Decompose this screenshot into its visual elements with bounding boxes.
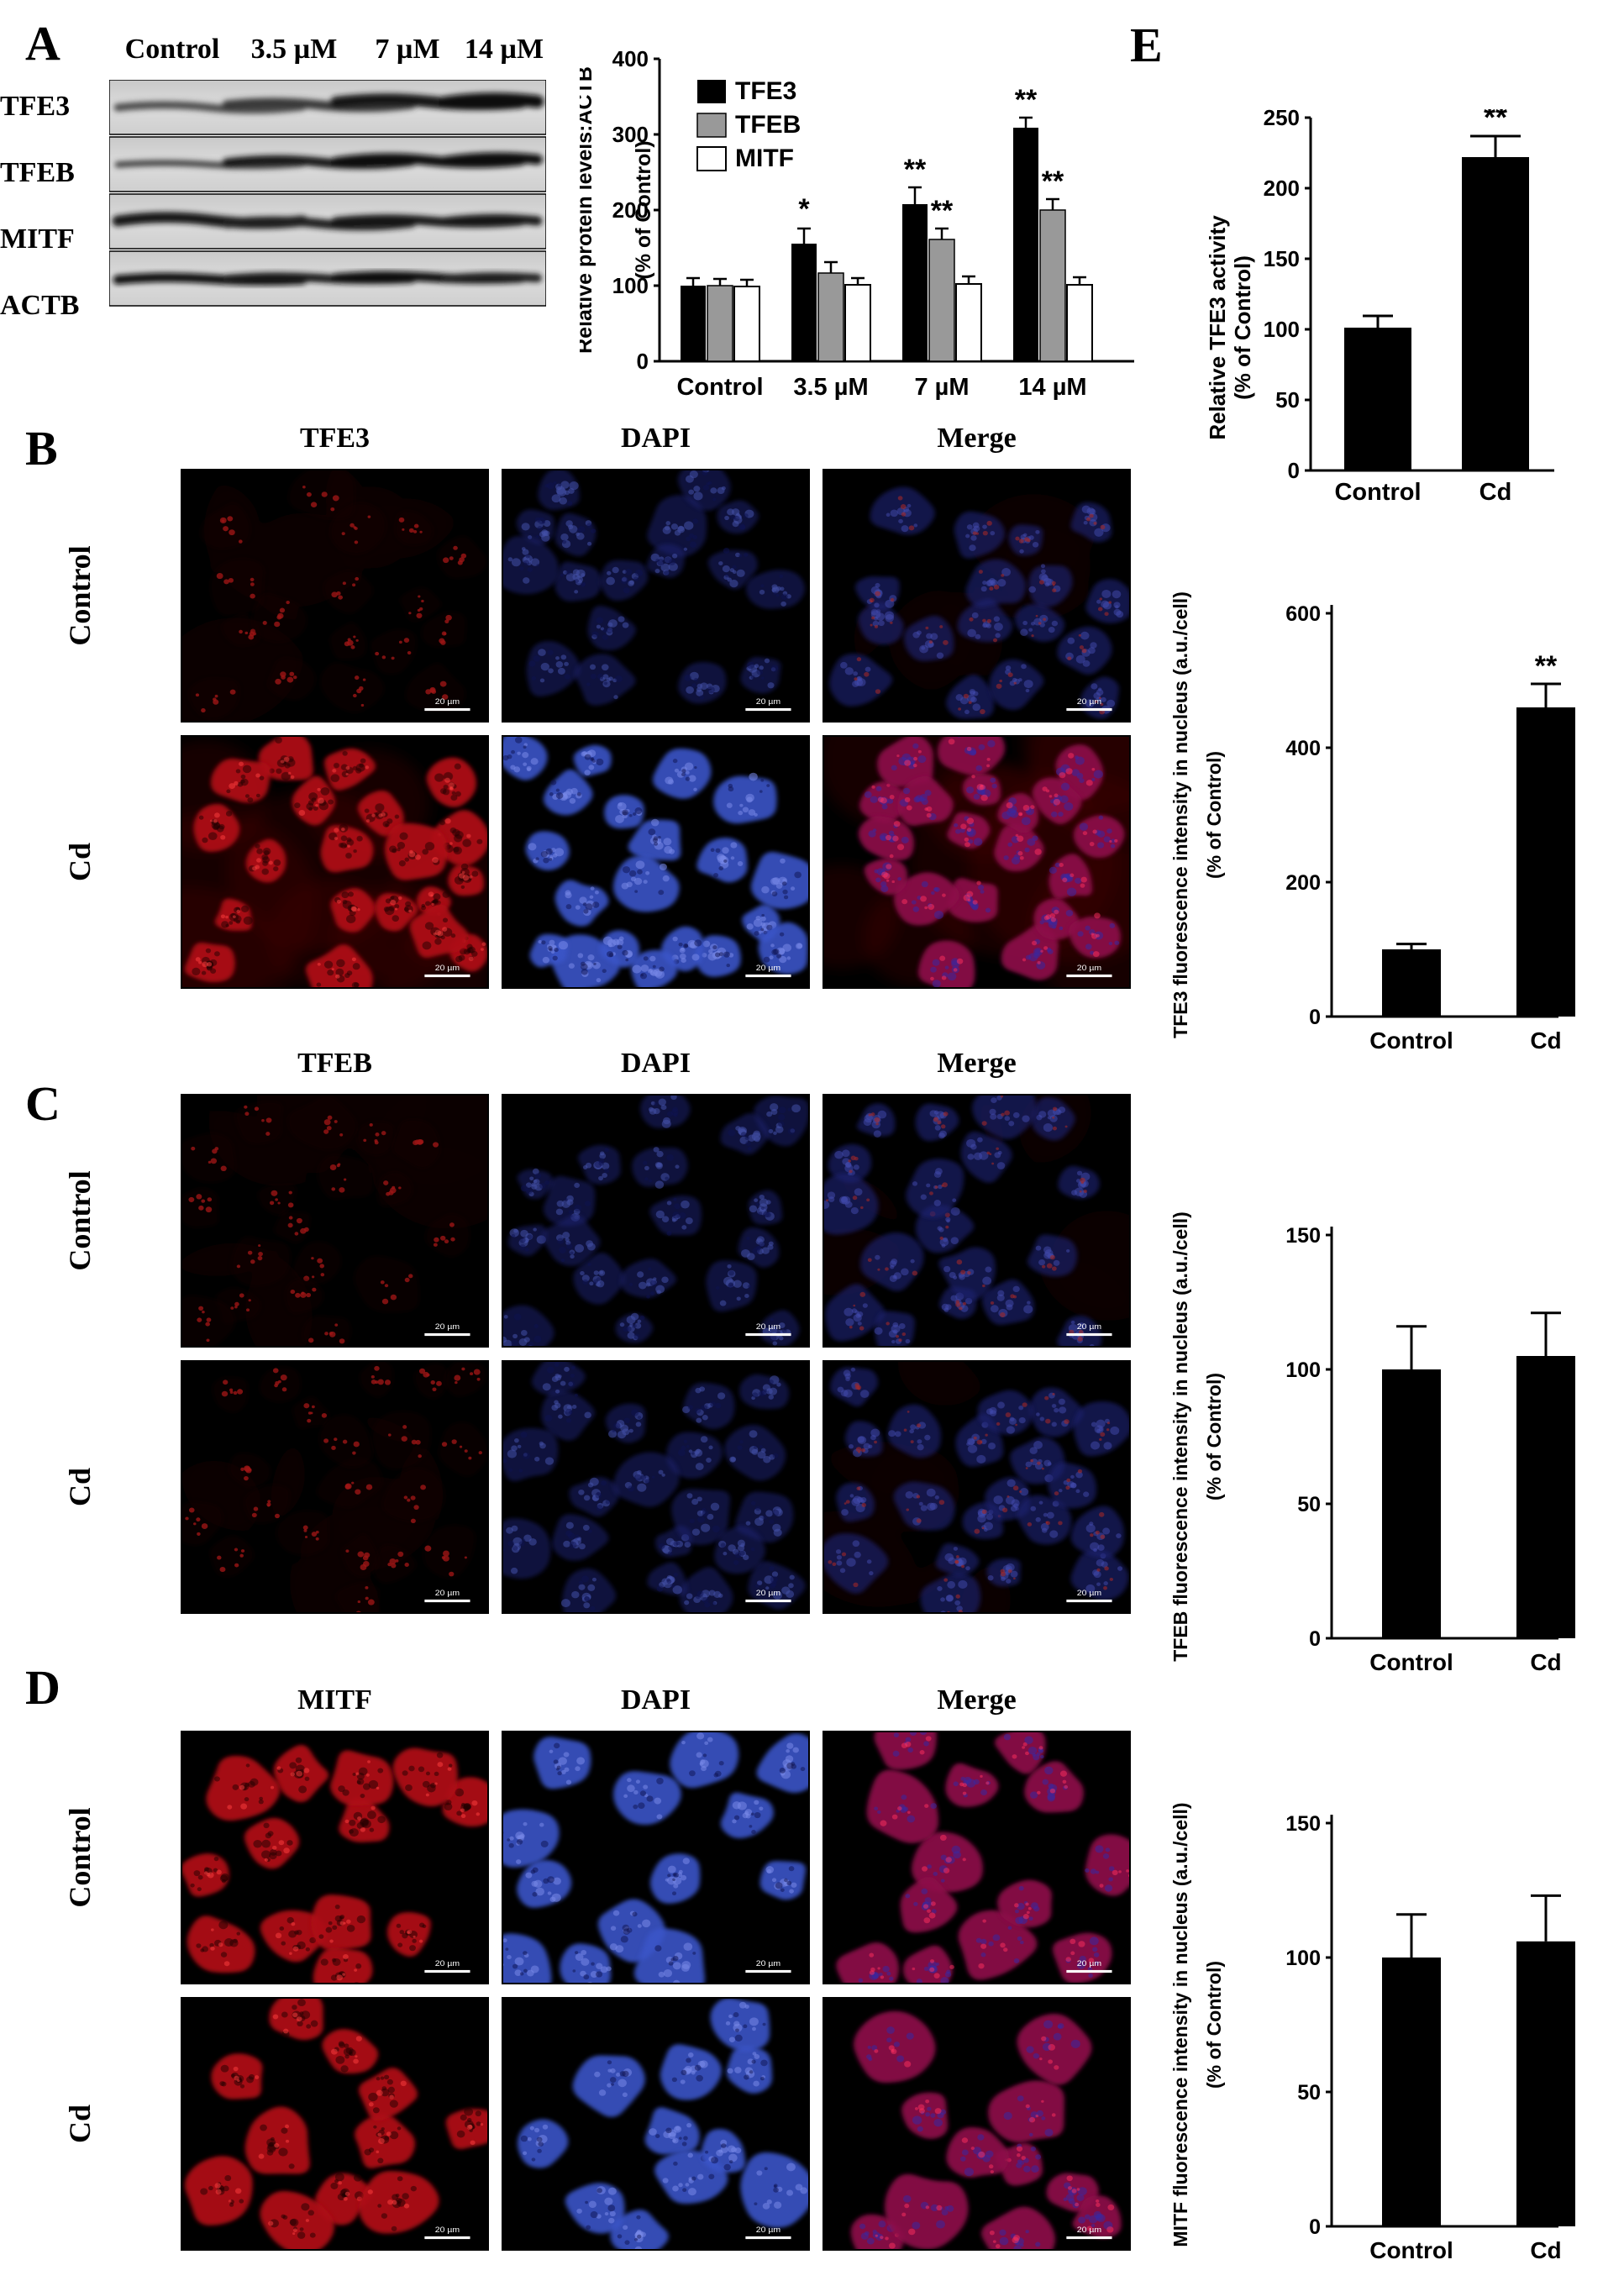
- svg-text:600: 600: [1285, 602, 1321, 626]
- svg-text:20 µm: 20 µm: [1077, 1323, 1101, 1332]
- svg-text:20 µm: 20 µm: [1077, 1590, 1101, 1598]
- svg-text:Control: Control: [1369, 2237, 1453, 2263]
- svg-text:Relative TFE3 activity: Relative TFE3 activity: [1205, 215, 1230, 440]
- svg-text:20 µm: 20 µm: [435, 964, 460, 973]
- svg-text:**: **: [904, 154, 927, 186]
- svg-text:Control: Control: [1334, 479, 1421, 506]
- svg-text:Cd: Cd: [1530, 1649, 1561, 1675]
- svg-text:(% of Control): (% of Control): [1203, 1373, 1225, 1500]
- svg-text:**: **: [1015, 84, 1038, 116]
- svg-text:20 µm: 20 µm: [435, 698, 460, 707]
- svg-text:20 µm: 20 µm: [1077, 2226, 1101, 2235]
- svg-text:20 µm: 20 µm: [756, 1323, 780, 1332]
- svg-text:Cd: Cd: [1530, 2237, 1561, 2263]
- svg-text:20 µm: 20 µm: [756, 698, 780, 707]
- svg-text:400: 400: [612, 50, 649, 71]
- svg-text:150: 150: [1285, 1812, 1321, 1836]
- svg-text:100: 100: [1264, 317, 1300, 342]
- svg-text:0: 0: [1288, 458, 1300, 483]
- svg-text:20 µm: 20 µm: [1077, 698, 1101, 707]
- svg-text:Relative protein levels:ACTB: Relative protein levels:ACTB: [580, 66, 597, 354]
- svg-text:Control: Control: [1369, 1649, 1453, 1675]
- svg-text:100: 100: [612, 273, 649, 298]
- svg-text:**: **: [931, 195, 954, 227]
- svg-text:**: **: [1484, 109, 1507, 134]
- svg-text:20 µm: 20 µm: [435, 1960, 460, 1968]
- svg-text:50: 50: [1275, 387, 1300, 413]
- svg-text:20 µm: 20 µm: [435, 1323, 460, 1332]
- svg-text:Cd: Cd: [1479, 479, 1512, 506]
- svg-text:20 µm: 20 µm: [435, 1590, 460, 1598]
- svg-text:20 µm: 20 µm: [756, 1960, 780, 1968]
- svg-text:3.5 µM: 3.5 µM: [793, 374, 868, 401]
- svg-text:0: 0: [1309, 1627, 1321, 1651]
- svg-text:300: 300: [612, 122, 649, 147]
- svg-text:200: 200: [1264, 176, 1300, 201]
- svg-text:*: *: [798, 193, 810, 225]
- svg-text:TFE3 fluorescence intensity in: TFE3 fluorescence intensity in nucleus (…: [1172, 591, 1191, 1038]
- svg-text:200: 200: [612, 197, 649, 223]
- svg-text:100: 100: [1285, 1947, 1321, 1970]
- svg-text:50: 50: [1297, 1493, 1321, 1516]
- svg-text:20 µm: 20 µm: [756, 2226, 780, 2235]
- svg-text:14 µM: 14 µM: [1018, 374, 1086, 401]
- svg-text:(% of Control): (% of Control): [1203, 751, 1225, 879]
- svg-text:20 µm: 20 µm: [756, 1590, 780, 1598]
- svg-text:MITF: MITF: [735, 145, 794, 172]
- svg-text:TFE3: TFE3: [735, 77, 796, 105]
- svg-text:TFEB fluorescence intensity in: TFEB fluorescence intensity in nucleus (…: [1172, 1211, 1191, 1662]
- svg-text:20 µm: 20 µm: [756, 964, 780, 973]
- svg-text:150: 150: [1285, 1224, 1321, 1248]
- svg-text:Control: Control: [676, 374, 763, 401]
- svg-text:200: 200: [1285, 871, 1321, 895]
- svg-text:20 µm: 20 µm: [1077, 1960, 1101, 1968]
- svg-text:50: 50: [1297, 2081, 1321, 2105]
- svg-text:Cd: Cd: [1530, 1027, 1561, 1054]
- svg-text:**: **: [1042, 166, 1064, 197]
- svg-text:20 µm: 20 µm: [435, 2226, 460, 2235]
- svg-text:150: 150: [1264, 246, 1300, 271]
- svg-text:20 µm: 20 µm: [1077, 964, 1101, 973]
- svg-text:(% of Control): (% of Control): [1230, 255, 1255, 400]
- svg-text:TFEB: TFEB: [735, 111, 801, 139]
- svg-text:**: **: [1535, 650, 1558, 682]
- svg-text:100: 100: [1285, 1358, 1321, 1382]
- svg-text:(% of Control): (% of Control): [1203, 1961, 1225, 2089]
- svg-text:0: 0: [1309, 1006, 1321, 1029]
- svg-text:MITF fluorescence intensity in: MITF fluorescence intensity in nucleus (…: [1172, 1802, 1191, 2247]
- svg-text:Control: Control: [1369, 1027, 1453, 1054]
- svg-text:400: 400: [1285, 737, 1321, 760]
- svg-text:250: 250: [1264, 109, 1300, 130]
- svg-text:7 µM: 7 µM: [914, 374, 969, 401]
- svg-text:0: 0: [1309, 2215, 1321, 2239]
- svg-text:0: 0: [637, 349, 649, 374]
